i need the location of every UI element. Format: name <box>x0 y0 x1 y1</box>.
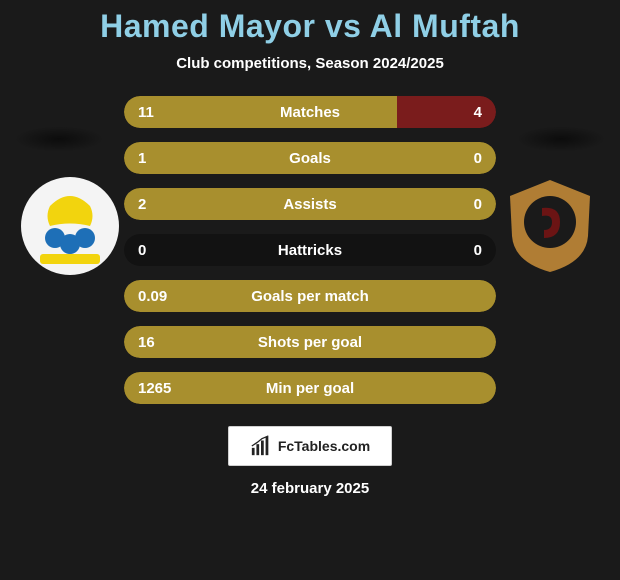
stat-row: 0Hattricks0 <box>124 234 496 266</box>
team-badge-left <box>20 176 120 276</box>
footer-brand-text: FcTables.com <box>278 438 370 454</box>
date-label: 24 february 2025 <box>0 480 620 497</box>
stat-row: 1Goals0 <box>124 142 496 174</box>
footer-brand: FcTables.com <box>228 426 392 466</box>
player-shadow-right <box>516 126 606 152</box>
stat-row: 11Matches4 <box>124 96 496 128</box>
stat-fill-left <box>124 96 397 128</box>
page-title: Hamed Mayor vs Al Muftah <box>0 8 620 45</box>
stat-row: 0.09Goals per match <box>124 280 496 312</box>
stat-row: 2Assists0 <box>124 188 496 220</box>
team-badge-left-icon <box>20 176 120 276</box>
player-shadow-left <box>14 126 104 152</box>
team-badge-right-icon <box>500 176 600 276</box>
stat-fill-right <box>397 96 496 128</box>
stat-value-right: 0 <box>474 242 482 259</box>
stat-fill-left <box>124 188 496 220</box>
team-badge-right <box>500 176 600 276</box>
stat-row: 1265Min per goal <box>124 372 496 404</box>
stat-label: Hattricks <box>124 242 496 259</box>
stat-value-left: 0 <box>138 242 146 259</box>
stat-fill-left <box>124 326 496 358</box>
subtitle: Club competitions, Season 2024/2025 <box>0 55 620 72</box>
stat-row: 16Shots per goal <box>124 326 496 358</box>
stat-fill-left <box>124 280 496 312</box>
stat-rows: 11Matches4 1Goals0 2Assists0 0Hattricks0 0.0… <box>124 96 496 404</box>
content-wrapper: Hamed Mayor vs Al Muftah Club competitio… <box>0 0 620 580</box>
stat-fill-left <box>124 142 496 174</box>
chart-icon <box>250 435 272 457</box>
stat-fill-left <box>124 372 496 404</box>
